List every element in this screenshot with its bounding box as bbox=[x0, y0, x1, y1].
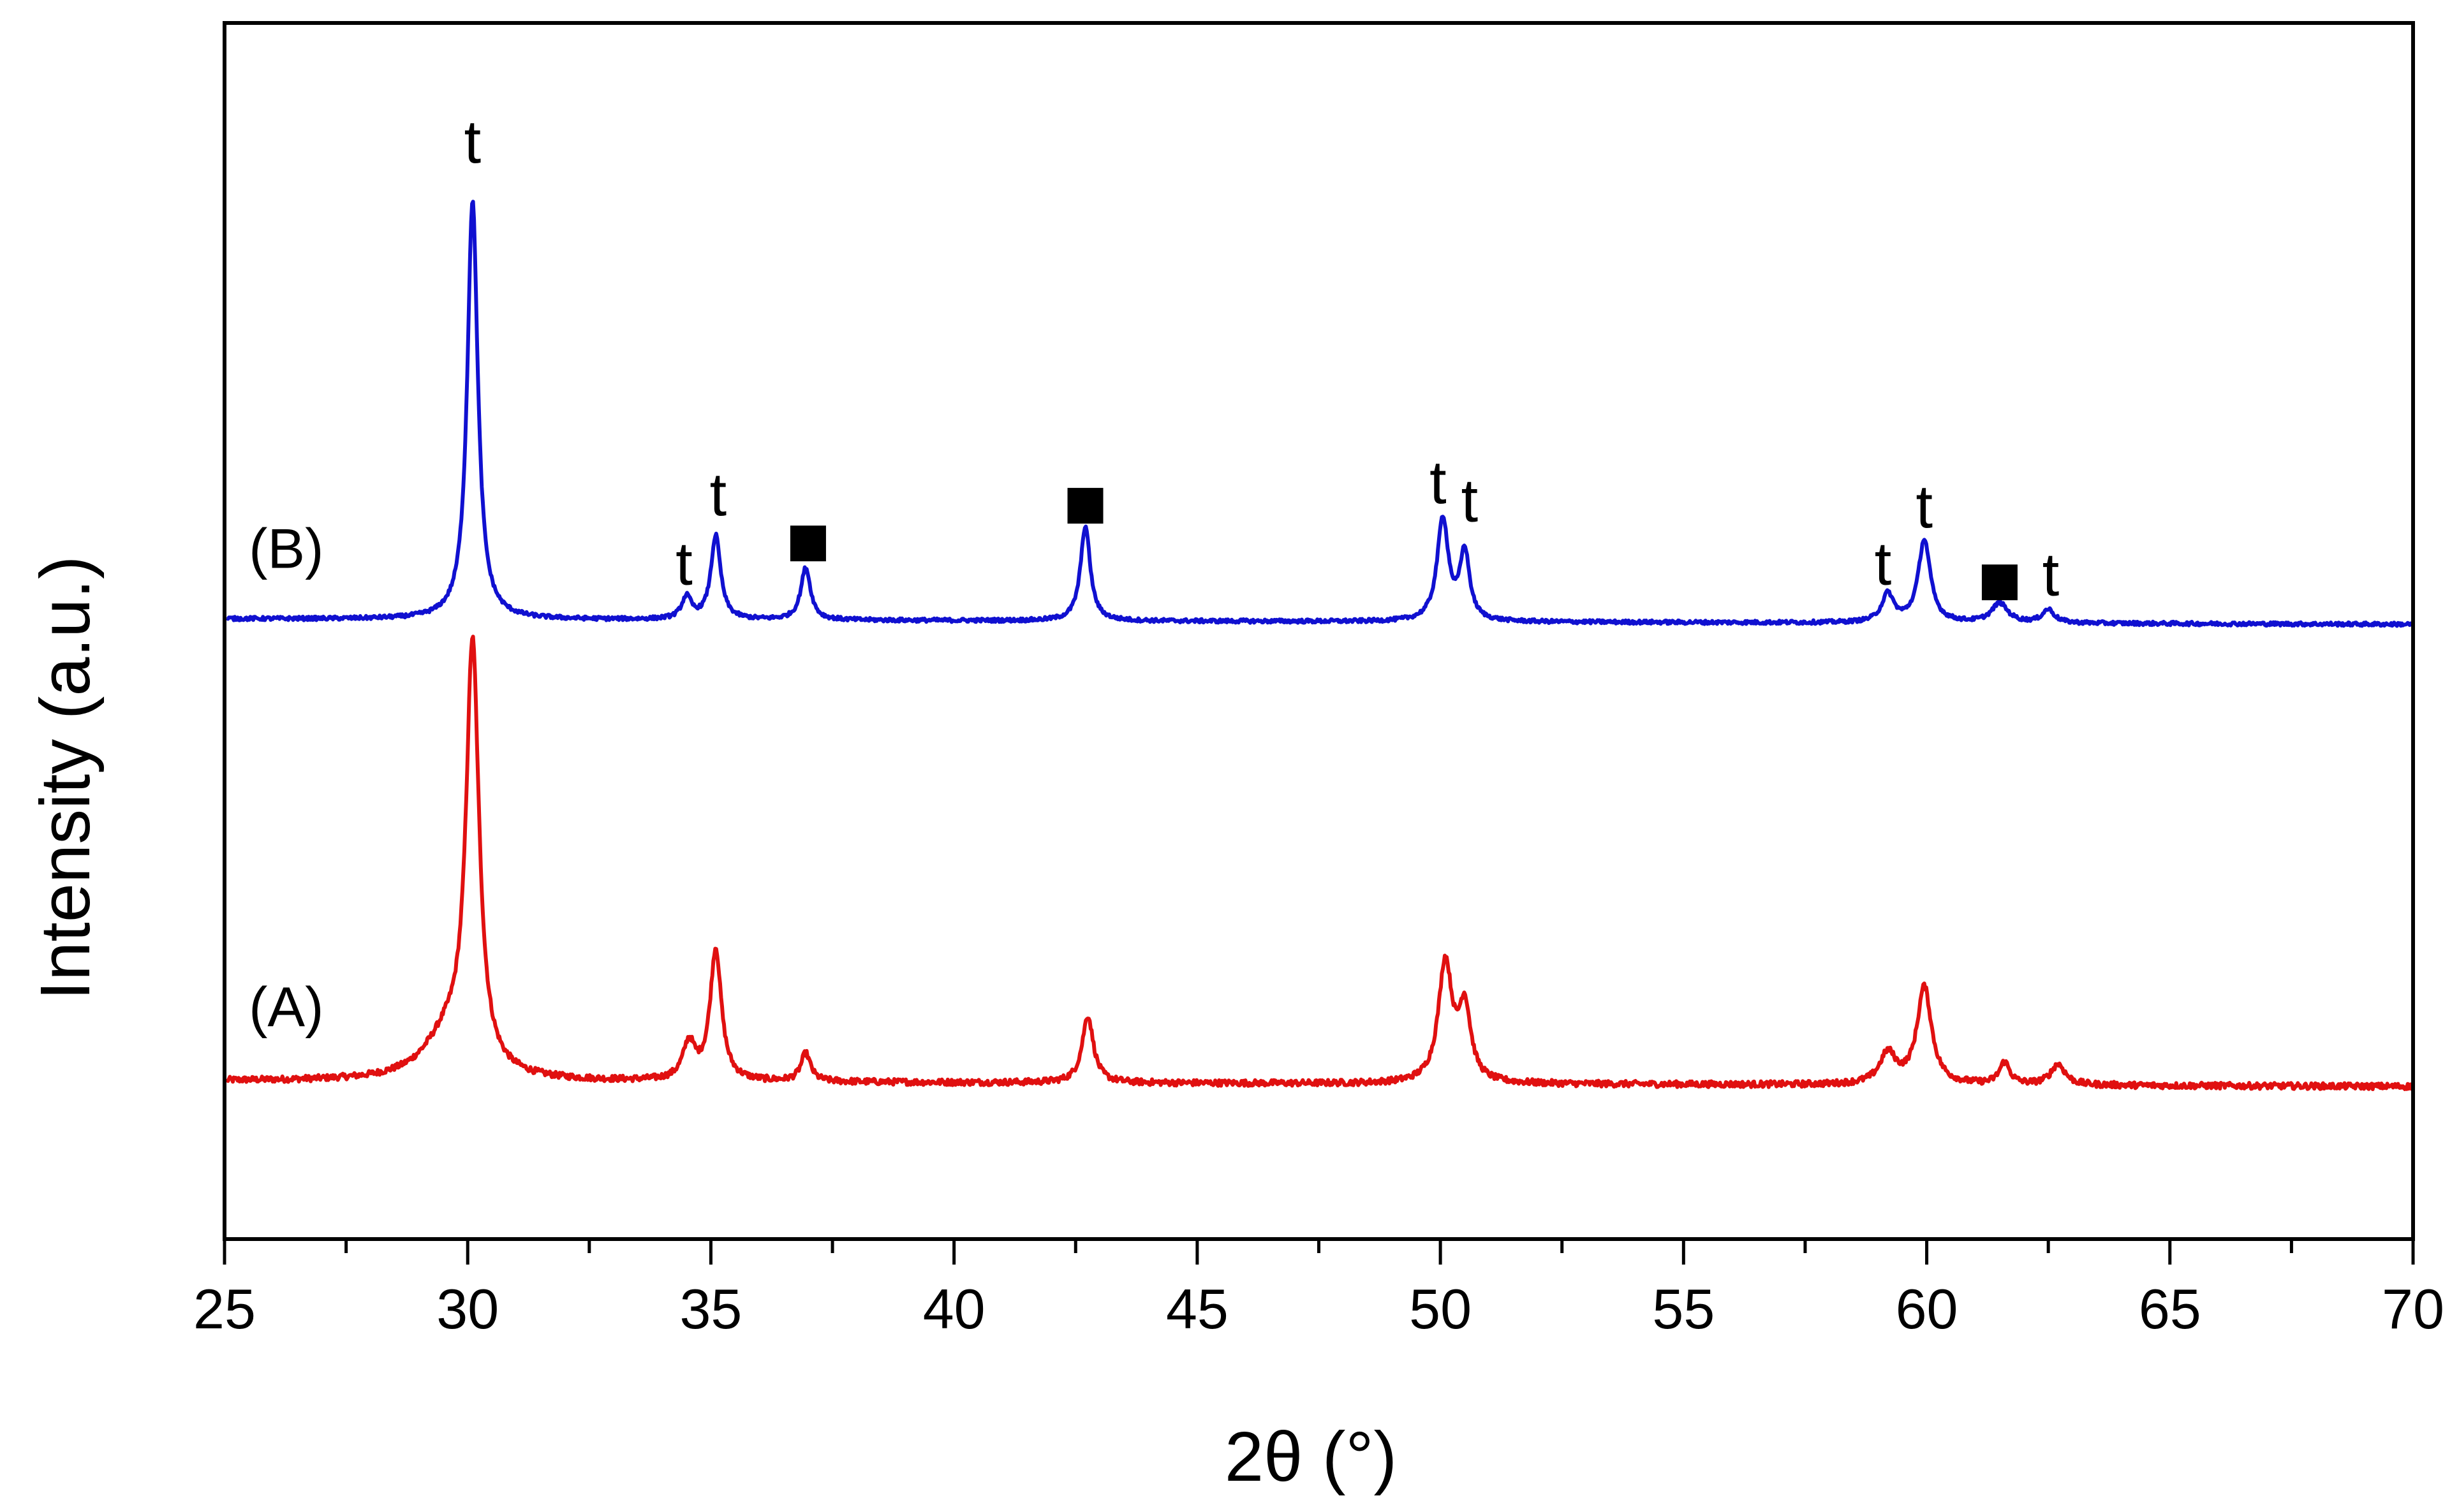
x-tick-label: 60 bbox=[1896, 1277, 1958, 1340]
x-tick-label: 25 bbox=[193, 1277, 256, 1340]
phase-marker-square bbox=[1067, 488, 1104, 524]
x-tick-label: 50 bbox=[1409, 1277, 1472, 1340]
x-tick-label: 40 bbox=[923, 1277, 986, 1340]
phase-marker-t: t bbox=[1916, 473, 1933, 541]
phase-marker-square bbox=[790, 525, 826, 562]
phase-marker-t: t bbox=[1461, 467, 1479, 535]
series-line-a bbox=[225, 635, 2414, 1091]
series-line-b bbox=[225, 200, 2414, 628]
phase-marker-t: t bbox=[464, 108, 482, 176]
x-tick-label: 70 bbox=[2382, 1277, 2444, 1340]
x-tick-label: 45 bbox=[1166, 1277, 1229, 1340]
x-axis-title: 2θ (°) bbox=[1225, 1418, 1397, 1496]
x-tick-label: 30 bbox=[436, 1277, 499, 1340]
phase-marker-square bbox=[1981, 564, 2018, 601]
phase-marker-t: t bbox=[1429, 448, 1447, 517]
phase-marker-t: t bbox=[676, 530, 693, 598]
phase-marker-t: t bbox=[710, 460, 727, 529]
series-label-b: (B) bbox=[249, 517, 323, 580]
x-tick-label: 35 bbox=[679, 1277, 742, 1340]
x-tick-label: 65 bbox=[2139, 1277, 2201, 1340]
phase-marker-t: t bbox=[1875, 530, 1892, 598]
series-label-a: (A) bbox=[249, 975, 323, 1038]
phase-marker-t: t bbox=[2042, 541, 2060, 609]
series-layer: (A) (B) bbox=[225, 200, 2414, 1091]
x-tick-label: 55 bbox=[1652, 1277, 1715, 1340]
y-axis-title: Intensity (a.u.) bbox=[26, 556, 105, 1001]
axes-layer: 25 30 35 40 45 50 55 60 65 70 bbox=[193, 21, 2444, 1340]
